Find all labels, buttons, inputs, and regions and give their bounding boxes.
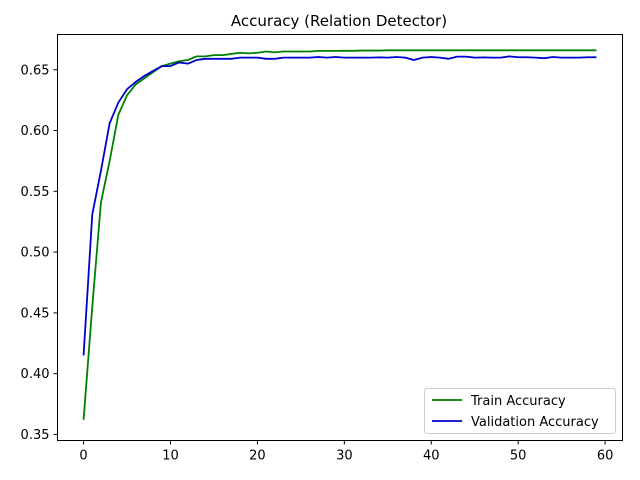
legend-label-validation: Validation Accuracy [471,415,599,430]
legend: Train Accuracy Validation Accuracy [424,388,616,434]
plot-frame [57,34,623,441]
x-tick-label: 10 [162,449,179,464]
legend-label-train: Train Accuracy [470,394,566,409]
y-axis-ticks: 0.35 0.40 0.45 0.50 0.55 0.60 0.65 [21,63,58,443]
series-line-train [82,49,597,420]
x-axis-ticks: 0 10 20 30 40 50 60 [79,440,614,464]
legend-frame [424,388,616,434]
y-tick-label: 0.35 [21,428,50,443]
series-line-validation [82,55,597,356]
x-tick-label: 60 [597,449,614,464]
x-tick-label: 40 [423,449,440,464]
x-tick-label: 50 [510,449,527,464]
plot-lines [82,49,597,420]
y-tick-label: 0.45 [21,306,50,321]
y-tick-label: 0.50 [21,246,50,261]
x-tick-label: 0 [79,449,87,464]
y-tick-label: 0.60 [21,124,50,139]
y-tick-label: 0.55 [21,185,50,200]
x-tick-label: 20 [249,449,266,464]
chart-title: Accuracy (Relation Detector) [231,12,447,30]
y-tick-label: 0.40 [21,367,50,382]
y-tick-label: 0.65 [21,63,50,78]
x-tick-label: 30 [336,449,353,464]
